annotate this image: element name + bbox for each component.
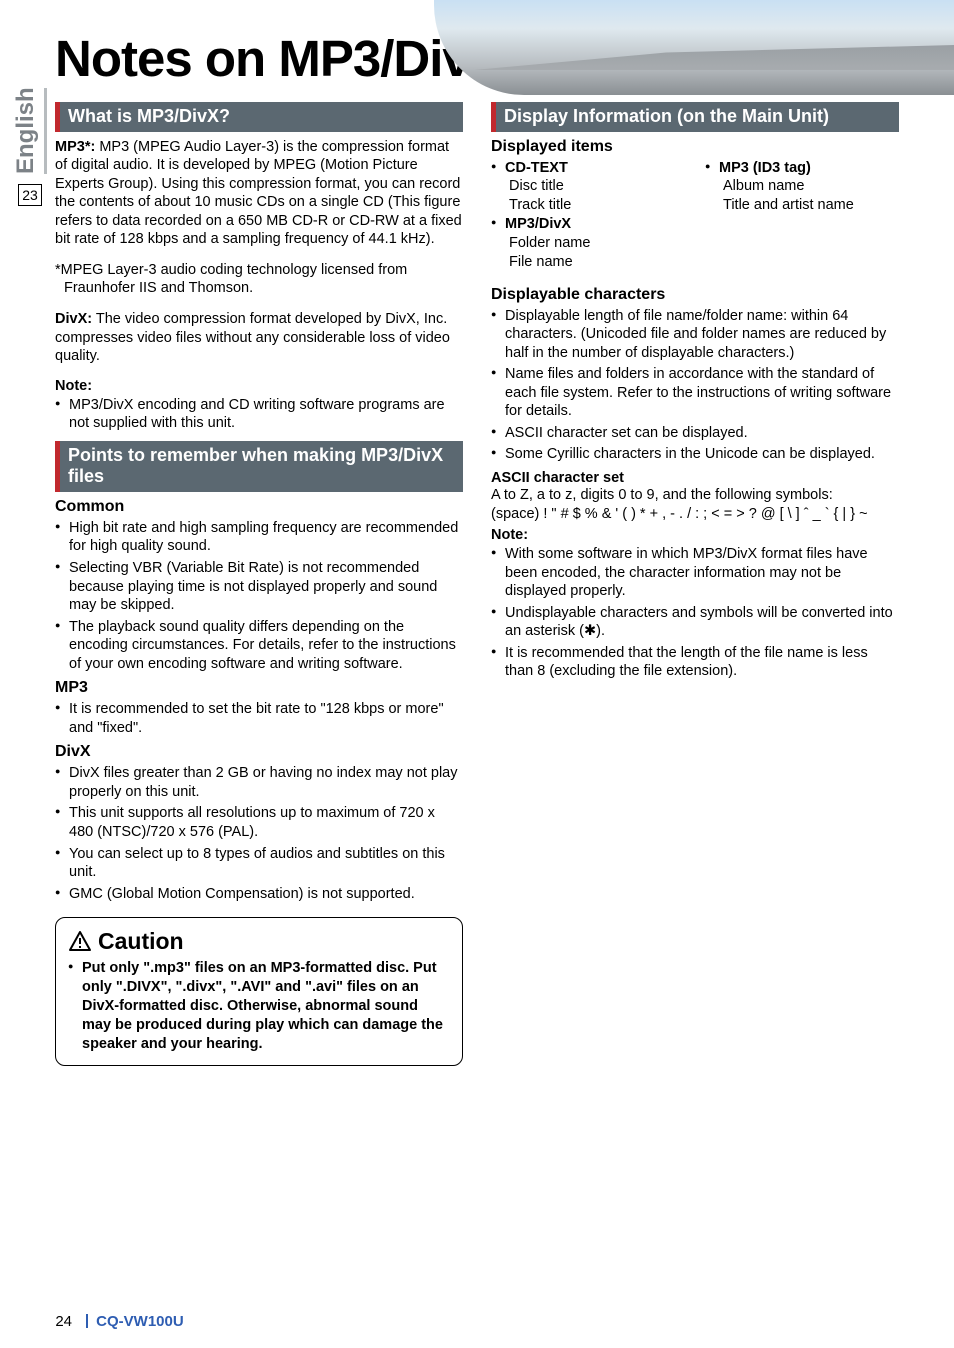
side-tab: English 23 [12, 88, 48, 206]
caution-text: Put only ".mp3" files on an MP3-formatte… [68, 959, 450, 1053]
list-item: This unit supports all resolutions up to… [55, 804, 463, 841]
footer: 24 CQ-VW100U [48, 1313, 184, 1330]
note-list: MP3/DivX encoding and CD writing softwar… [55, 396, 463, 433]
list-item: Some Cyrillic characters in the Unicode … [491, 445, 899, 464]
page: English 23 Notes on MP3/DivX What is MP3… [0, 0, 954, 1348]
ascii-line1: A to Z, a to z, digits 0 to 9, and the f… [491, 486, 899, 505]
list-item: It is recommended to set the bit rate to… [55, 700, 463, 737]
list-item: GMC (Global Motion Compensation) is not … [55, 885, 463, 904]
common-list: High bit rate and high sampling frequenc… [55, 519, 463, 673]
mp3-heading: MP3 [55, 679, 463, 697]
list-item: Undisplayable characters and symbols wil… [491, 604, 899, 641]
model-number: CQ-VW100U [96, 1313, 184, 1330]
caution-title: Caution [68, 928, 450, 955]
divx-body: The video compression format developed b… [55, 311, 450, 364]
disp-lead: CD-TEXT [491, 159, 685, 178]
left-column: What is MP3/DivX? MP3*: MP3 (MPEG Audio … [55, 102, 463, 1066]
content-columns: What is MP3/DivX? MP3*: MP3 (MPEG Audio … [55, 102, 899, 1066]
list-item: With some software in which MP3/DivX for… [491, 545, 899, 601]
note2-label: Note: [491, 527, 899, 543]
right-column: Display Information (on the Main Unit) D… [491, 102, 899, 1066]
displayed-items-heading: Displayed items [491, 138, 899, 156]
footer-bar [86, 1314, 88, 1328]
disp-lead: MP3/DivX [491, 215, 685, 234]
mp3-paragraph: MP3*: MP3 (MPEG Audio Layer-3) is the co… [55, 138, 463, 249]
list-item: Displayable length of file name/folder n… [491, 307, 899, 363]
displayable-chars-list: Displayable length of file name/folder n… [491, 307, 899, 464]
list-item: Name files and folders in accordance wit… [491, 365, 899, 421]
disp-item: File name [491, 253, 685, 272]
list-item: MP3/DivX encoding and CD writing softwar… [55, 396, 463, 433]
caution-box: Caution Put only ".mp3" files on an MP3-… [55, 917, 463, 1066]
mp3-body: MP3 (MPEG Audio Layer-3) is the compress… [55, 139, 462, 248]
ascii-heading: ASCII character set [491, 470, 899, 486]
disp-item: Disc title [491, 177, 685, 196]
ref-number: 23 [18, 184, 42, 206]
hero-image [434, 0, 954, 95]
disp-lead: MP3 (ID3 tag) [705, 159, 899, 178]
list-item: DivX files greater than 2 GB or having n… [55, 764, 463, 801]
divx-paragraph: DivX: The video compression format devel… [55, 310, 463, 366]
list-item: The playback sound quality differs depen… [55, 618, 463, 674]
disp-item: Title and artist name [705, 196, 899, 215]
section-points: Points to remember when making MP3/DivX … [55, 441, 463, 492]
list-item: ASCII character set can be displayed. [491, 424, 899, 443]
note-label: Note: [55, 378, 463, 394]
list-item: High bit rate and high sampling frequenc… [55, 519, 463, 556]
section-what-is: What is MP3/DivX? [55, 102, 463, 132]
divx-heading: DivX [55, 743, 463, 761]
list-item: It is recommended that the length of the… [491, 644, 899, 681]
language-tab: English [12, 88, 47, 174]
ascii-line2: (space) ! " # $ % & ' ( ) * + , - . / : … [491, 505, 899, 524]
divx-label: DivX: [55, 311, 92, 327]
caution-label: Caution [98, 928, 184, 955]
disp-item: Folder name [491, 234, 685, 253]
warning-icon [68, 930, 92, 954]
disp-item: Album name [705, 177, 899, 196]
mpeg-license-note: *MPEG Layer-3 audio coding technology li… [55, 261, 463, 298]
list-item: You can select up to 8 types of audios a… [55, 845, 463, 882]
common-heading: Common [55, 498, 463, 516]
displayable-chars-heading: Displayable characters [491, 286, 899, 304]
note2-list: With some software in which MP3/DivX for… [491, 545, 899, 681]
mp3-list: It is recommended to set the bit rate to… [55, 700, 463, 737]
disp-col-left: CD-TEXT Disc title Track title MP3/DivX … [491, 159, 685, 272]
disp-item: Track title [491, 196, 685, 215]
section-display-info: Display Information (on the Main Unit) [491, 102, 899, 132]
list-item: Selecting VBR (Variable Bit Rate) is not… [55, 559, 463, 615]
displayed-items-columns: CD-TEXT Disc title Track title MP3/DivX … [491, 159, 899, 272]
disp-col-right: MP3 (ID3 tag) Album name Title and artis… [705, 159, 899, 272]
mp3-label: MP3*: [55, 139, 95, 155]
page-number: 24 [48, 1313, 72, 1330]
divx-list: DivX files greater than 2 GB or having n… [55, 764, 463, 903]
